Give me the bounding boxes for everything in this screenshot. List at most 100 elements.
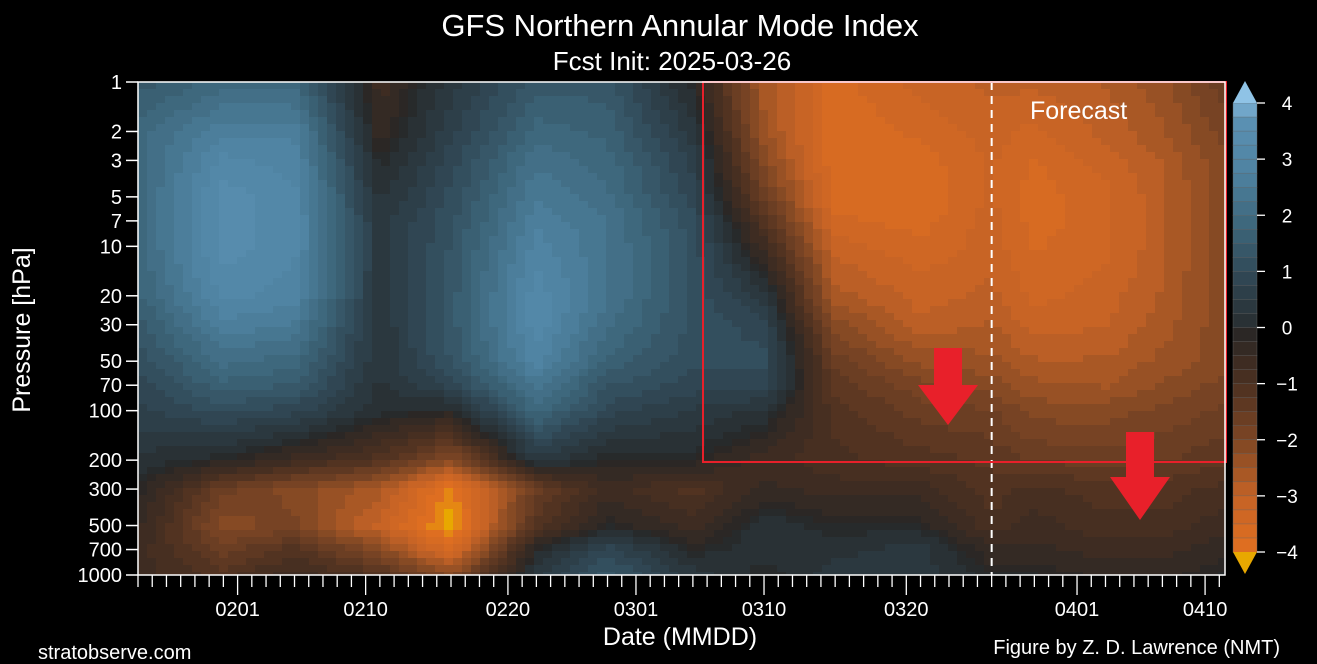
heatmap-cell: [750, 250, 760, 258]
heatmap-cell: [723, 138, 733, 146]
heatmap-cell: [246, 530, 256, 538]
heatmap-cell: [318, 152, 328, 160]
heatmap-cell: [399, 180, 409, 188]
heatmap-cell: [390, 481, 400, 489]
heatmap-cell: [138, 243, 148, 251]
heatmap-cell: [543, 551, 553, 559]
heatmap-cell: [390, 516, 400, 524]
heatmap-cell: [444, 355, 454, 363]
heatmap-cell: [156, 411, 166, 419]
heatmap-cell: [588, 215, 598, 223]
heatmap-cell: [426, 397, 436, 405]
heatmap-cell: [345, 299, 355, 307]
heatmap-cell: [543, 355, 553, 363]
heatmap-cell: [570, 194, 580, 202]
heatmap-cell: [399, 173, 409, 181]
heatmap-cell: [345, 432, 355, 440]
heatmap-cell: [462, 565, 472, 573]
heatmap-cell: [219, 453, 229, 461]
heatmap-cell: [588, 82, 598, 90]
heatmap-cell: [237, 201, 247, 209]
heatmap-cell: [300, 229, 310, 237]
heatmap-cell: [426, 523, 436, 531]
heatmap-cell: [597, 509, 607, 517]
heatmap-cell: [489, 166, 499, 174]
heatmap-cell: [597, 89, 607, 97]
heatmap-cell: [300, 173, 310, 181]
heatmap-cell: [660, 397, 670, 405]
heatmap-cell: [507, 194, 517, 202]
heatmap-cell: [165, 383, 175, 391]
heatmap-cell: [381, 166, 391, 174]
heatmap-cell: [291, 425, 301, 433]
heatmap-cell: [219, 159, 229, 167]
heatmap-cell: [417, 292, 427, 300]
heatmap-cell: [138, 481, 148, 489]
heatmap-cell: [264, 537, 274, 545]
heatmap-cell: [408, 180, 418, 188]
heatmap-cell: [300, 341, 310, 349]
heatmap-cell: [678, 250, 688, 258]
heatmap-cell: [210, 320, 220, 328]
heatmap-cell: [732, 229, 742, 237]
heatmap-cell: [705, 222, 715, 230]
heatmap-cell: [453, 82, 463, 90]
heatmap-cell: [219, 166, 229, 174]
heatmap-cell: [669, 348, 679, 356]
heatmap-cell: [309, 229, 319, 237]
heatmap-cell: [273, 292, 283, 300]
heatmap-cell: [336, 481, 346, 489]
heatmap-cell: [597, 166, 607, 174]
heatmap-cell: [534, 439, 544, 447]
heatmap-cell: [543, 194, 553, 202]
heatmap-cell: [624, 460, 634, 468]
heatmap-cell: [309, 82, 319, 90]
heatmap-cell: [678, 411, 688, 419]
heatmap-cell: [237, 390, 247, 398]
heatmap-cell: [336, 180, 346, 188]
heatmap-cell: [174, 229, 184, 237]
heatmap-cell: [327, 565, 337, 573]
heatmap-cell: [210, 418, 220, 426]
heatmap-cell: [498, 565, 508, 573]
heatmap-cell: [174, 117, 184, 125]
heatmap-cell: [282, 152, 292, 160]
heatmap-cell: [309, 334, 319, 342]
heatmap-cell: [300, 124, 310, 132]
heatmap-cell: [372, 495, 382, 503]
heatmap-cell: [579, 488, 589, 496]
heatmap-cell: [363, 355, 373, 363]
heatmap-cell: [714, 229, 724, 237]
heatmap-cell: [552, 495, 562, 503]
heatmap-cell: [462, 467, 472, 475]
heatmap-cell: [417, 250, 427, 258]
heatmap-cell: [156, 509, 166, 517]
heatmap-cell: [282, 369, 292, 377]
heatmap-cell: [507, 516, 517, 524]
heatmap-cell: [246, 572, 256, 576]
heatmap-cell: [372, 299, 382, 307]
heatmap-cell: [282, 516, 292, 524]
heatmap-cell: [633, 257, 643, 265]
heatmap-cell: [138, 166, 148, 174]
heatmap-cell: [606, 215, 616, 223]
heatmap-cell: [597, 236, 607, 244]
heatmap-cell: [417, 103, 427, 111]
heatmap-cell: [597, 306, 607, 314]
heatmap-cell: [687, 229, 697, 237]
heatmap-cell: [228, 180, 238, 188]
heatmap-cell: [381, 446, 391, 454]
heatmap-cell: [633, 355, 643, 363]
heatmap-cell: [624, 299, 634, 307]
heatmap-cell: [570, 152, 580, 160]
heatmap-cell: [714, 278, 724, 286]
heatmap-cell: [588, 474, 598, 482]
heatmap-cell: [705, 411, 715, 419]
heatmap-cell: [633, 180, 643, 188]
heatmap-cell: [318, 411, 328, 419]
heatmap-cell: [183, 243, 193, 251]
heatmap-cell: [516, 369, 526, 377]
heatmap-cell: [354, 565, 364, 573]
heatmap-cell: [264, 453, 274, 461]
heatmap-cell: [156, 180, 166, 188]
